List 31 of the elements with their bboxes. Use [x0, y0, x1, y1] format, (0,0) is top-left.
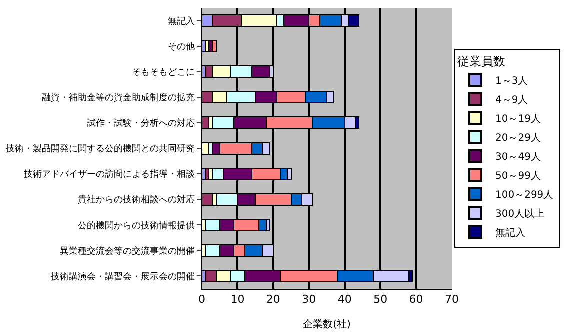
x-tick-label: 50: [374, 293, 388, 306]
x-tick-label: 70: [445, 293, 459, 306]
legend-label: 20～29人: [496, 133, 541, 144]
y-tick-label: 公的機関からの技術情報提供: [78, 220, 196, 232]
x-tick-label: 10: [230, 293, 245, 306]
x-axis-title: 企業数(社): [303, 318, 351, 331]
legend-label: 無記入: [496, 227, 526, 239]
legend-title: 従業員数: [458, 54, 506, 69]
y-tick-label: 貴社からの技術相談への対応: [78, 194, 196, 206]
y-tick-label: 試作・試験・分析への対応: [87, 118, 196, 130]
y-tick-label: その他: [168, 41, 196, 52]
y-tick-label: そもそもどこに: [132, 68, 196, 78]
y-tick-label: 技術講演会・講習会・展示会の開催: [50, 271, 196, 282]
x-tick-label: 40: [338, 293, 352, 306]
legend-label: 50～99人: [496, 171, 541, 182]
y-tick-label: 異業種交流会等の交流事業の開催: [60, 246, 196, 257]
legend-label: 300人以上: [496, 208, 545, 220]
legend-label: 10～19人: [496, 114, 541, 125]
x-tick-label: 20: [266, 293, 280, 306]
bar: [212, 40, 217, 53]
legend-label: 4～9人: [496, 95, 528, 106]
y-tick-label: 技術アドバイザーの訪問による指導・相談: [23, 169, 196, 180]
legend-label: 1～3人: [496, 76, 528, 87]
y-tick-label: 技術・製品開発に関する公的機関との共同研究: [5, 144, 196, 155]
x-tick-label: 60: [409, 293, 424, 306]
legend-label: 30～49人: [496, 152, 541, 163]
y-tick-label: 無記入: [168, 16, 196, 27]
y-tick-label: 融資・補助金等の資金助成制度の拡充: [42, 92, 196, 104]
legend-label: 100～299人: [496, 190, 554, 201]
x-tick-label: 0: [198, 293, 206, 306]
x-tick-label: 30: [302, 293, 316, 306]
